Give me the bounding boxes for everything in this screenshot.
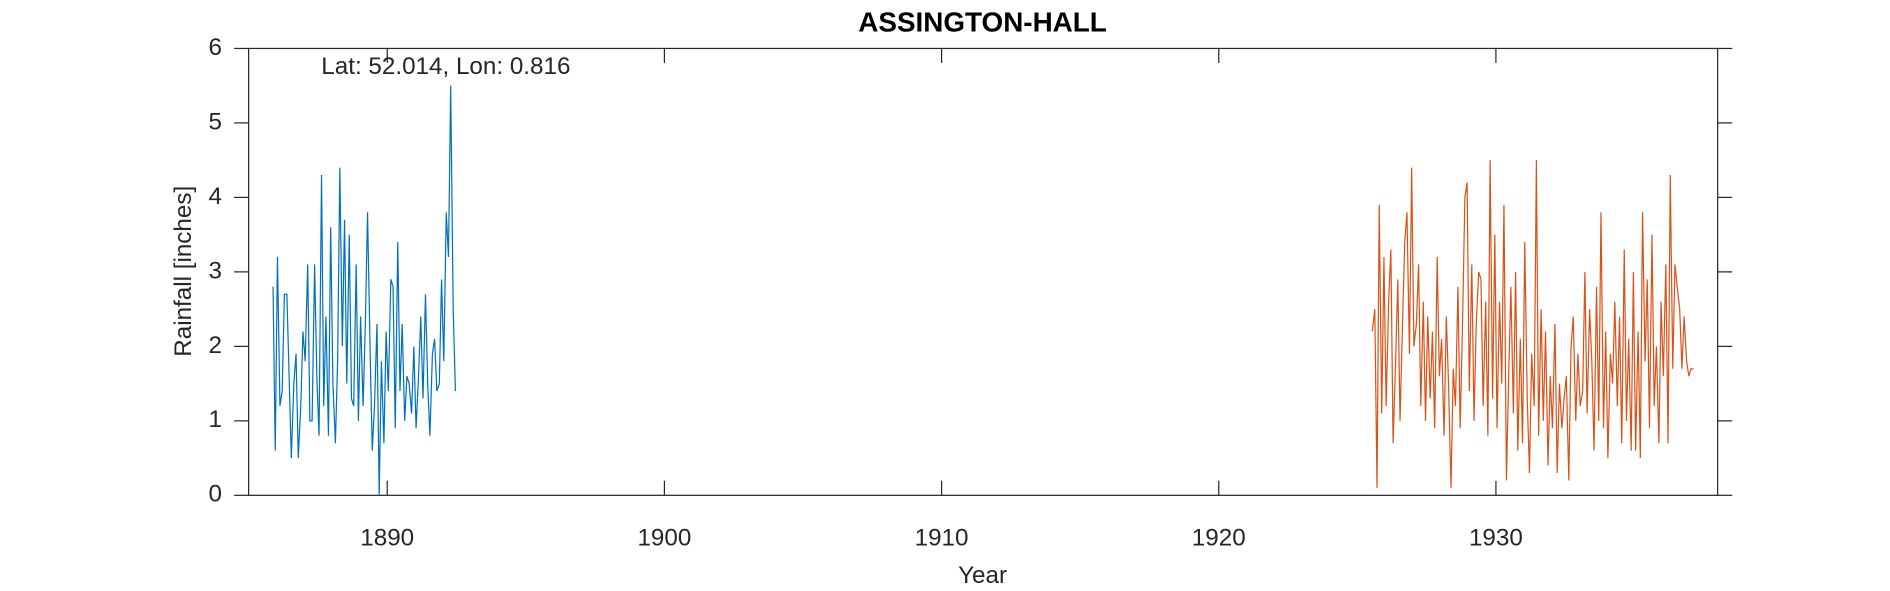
x-axis-label: Year xyxy=(958,562,1007,589)
y-axis-label: Rainfall [inches] xyxy=(170,186,197,357)
y-tick-label: 2 xyxy=(209,332,222,359)
y-tick-label: 1 xyxy=(209,406,222,433)
series-line xyxy=(272,85,457,496)
x-tick-label: 1910 xyxy=(915,524,969,551)
y-tick-label: 3 xyxy=(209,257,222,284)
x-tick-label: 1920 xyxy=(1192,524,1246,551)
x-tick-label: 1900 xyxy=(637,524,691,551)
x-tick-label: 1890 xyxy=(360,524,414,551)
series-line xyxy=(1371,160,1694,488)
y-tick-label: 4 xyxy=(209,183,222,210)
axes-box xyxy=(248,47,1719,496)
chart-title: ASSINGTON-HALL xyxy=(858,7,1107,38)
x-tick-label: 1930 xyxy=(1469,524,1523,551)
y-tick-label: 5 xyxy=(209,108,222,135)
annotation: Lat: 52.014, Lon: 0.816 xyxy=(321,53,570,80)
y-tick-label: 6 xyxy=(209,34,222,61)
y-tick-label: 0 xyxy=(209,481,222,508)
